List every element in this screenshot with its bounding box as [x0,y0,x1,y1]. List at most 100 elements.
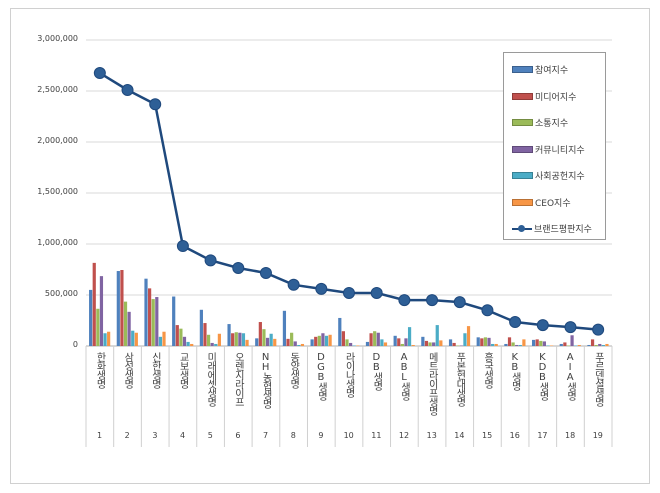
x-tick-label: 푸본현대생명 [453,352,465,406]
x-tick-label: AIA생명 [564,352,576,400]
bar-6-17 [549,345,554,346]
x-tick-label: 동양생명 [287,352,299,388]
brand-index-point-11 [370,286,383,299]
bar-5-18 [574,345,578,346]
bar-3-13 [428,342,432,346]
brand-index-point-8 [287,278,300,291]
bar-2-8 [286,338,290,346]
x-tick-label: 삼성생명 [121,352,133,388]
x-tick-label: 메트라이프생명 [426,352,438,415]
bar-3-12 [400,343,404,346]
bar-3-9 [317,335,321,346]
bar-5-5 [214,343,218,346]
bar-6-7 [273,338,277,346]
bar-6-16 [522,339,526,346]
bar-2-5 [203,323,207,346]
bar-3-18 [566,345,571,346]
bar-4-9 [321,333,325,346]
bar-5-4 [186,341,190,346]
bar-3-2 [123,301,128,346]
brand-index-point-19 [592,323,605,336]
bar-1-9 [310,339,314,346]
bar-5-1 [103,333,107,346]
bar-1-18 [559,343,563,346]
bar-5-16 [518,344,522,346]
y-tick-label: 500,000 [44,289,78,298]
bar-6-3 [162,331,166,346]
bar-5-13 [435,325,439,346]
bar-6-9 [328,334,332,346]
legend-swatch-icon [512,66,533,73]
bar-1-7 [255,338,259,346]
bar-2-14 [452,342,456,346]
bar-2-18 [563,342,567,346]
bar-4-15 [487,337,491,346]
x-tick-label: 교보생명 [177,352,189,388]
bar-4-3 [155,297,159,346]
bar-3-10 [345,339,349,346]
bar-2-19 [590,339,595,346]
legend-item: 참여지수 [512,63,568,76]
chart-frame [10,8,650,484]
bar-2-7 [258,322,262,346]
brand-index-point-18 [564,321,577,334]
x-tick-number: 16 [509,431,520,440]
brand-index-point-12 [398,294,411,307]
bar-2-4 [175,325,179,346]
x-tick-number: 15 [481,431,493,440]
bar-1-19 [587,344,591,346]
bar-5-17 [546,345,550,346]
bar-1-2 [116,271,120,346]
legend-label: 사회공헌지수 [535,172,585,182]
bar-5-11 [380,339,384,346]
legend-swatch-icon [512,92,533,100]
brand-index-point-7 [259,266,272,279]
bar-2-12 [397,338,401,346]
bar-1-17 [531,339,536,346]
bar-6-11 [383,342,388,346]
x-tick-label: KB생명 [509,352,521,390]
x-tick-number: 4 [180,431,186,440]
x-tick-label: ABL생명 [398,352,410,400]
y-tick-label: 1,000,000 [37,238,78,247]
bar-5-10 [352,345,356,346]
bar-2-1 [92,262,96,346]
bar-1-14 [448,339,453,346]
brand-index-point-2 [121,83,134,96]
bar-1-6 [227,324,231,346]
bar-6-12 [411,344,415,346]
legend-dot-icon [518,224,525,232]
bar-2-13 [424,340,429,346]
x-tick-label: 라이나생명 [343,352,355,397]
legend-swatch-icon [512,172,533,179]
bar-6-2 [134,332,138,346]
bar-2-2 [120,270,124,346]
x-tick-number: 1 [96,431,103,440]
bar-4-14 [459,345,463,346]
x-tick-label: 오렌지라이프 [232,352,244,406]
x-tick-number: 7 [263,431,269,440]
y-tick-label: 2,000,000 [37,136,78,145]
bar-6-13 [439,340,443,346]
bar-3-11 [373,331,377,346]
bar-1-11 [365,341,370,346]
x-tick-number: 9 [318,431,324,440]
bar-5-2 [131,330,135,346]
bar-4-5 [210,342,214,346]
legend-swatch-icon [512,119,533,126]
bar-1-3 [144,278,148,346]
bar-4-17 [542,341,546,346]
bar-4-8 [293,341,297,346]
bar-1-1 [89,289,93,346]
bar-4-12 [404,338,408,346]
bar-2-16 [507,337,512,346]
x-tick-label: DB생명 [370,352,382,390]
x-tick-label: 푸르덴셜생명 [592,352,604,406]
legend-label: 소통지수 [535,119,569,129]
bar-1-15 [476,337,480,346]
bar-3-17 [539,340,543,346]
legend-label: CEO지수 [535,198,571,209]
bar-3-15 [483,337,488,346]
bar-1-10 [338,317,342,346]
